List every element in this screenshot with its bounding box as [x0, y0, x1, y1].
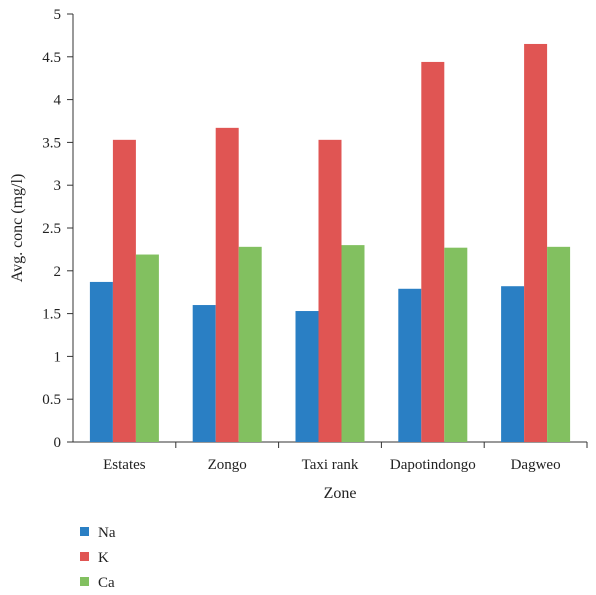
bar-na-dagweo: [501, 286, 525, 442]
y-tick-label: 3: [54, 178, 62, 194]
bar-k-estates: [112, 139, 136, 442]
y-tick-label: 4: [54, 93, 62, 109]
bar-ca-zongo: [238, 246, 262, 442]
legend-label-ca: Ca: [98, 575, 115, 591]
bar-na-zongo: [192, 305, 216, 442]
legend: Na K Ca: [80, 525, 116, 591]
bar-na-estates: [89, 281, 113, 442]
legend-swatch-na: [80, 527, 89, 536]
bar-ca-taxi-rank: [341, 245, 365, 442]
y-tick-label: 3.5: [42, 135, 61, 151]
y-tick-label: 0: [54, 435, 62, 451]
bar-k-dagweo: [524, 43, 548, 443]
bar-ca-dapotindongo: [444, 247, 468, 442]
x-tick-label: Dagweo: [511, 457, 561, 473]
y-tick-label: 1.5: [42, 307, 61, 323]
bar-k-dapotindongo: [421, 61, 445, 442]
bar-k-zongo: [215, 127, 239, 443]
y-tick-label: 0.5: [42, 392, 61, 408]
y-axis-title: Avg. conc (mg/l): [9, 174, 26, 283]
y-tick-label: 1: [54, 349, 62, 365]
y-tick-label: 2.5: [42, 221, 61, 237]
y-tick-label: 2: [54, 264, 62, 280]
y-axis: 0 0.5 1 1.5 2 2.5 3 3.5 4 4.5 5: [42, 7, 74, 451]
bar-ca-dagweo: [547, 246, 571, 442]
bar-k-taxi-rank: [318, 139, 342, 442]
legend-swatch-k: [80, 552, 89, 561]
bar-na-dapotindongo: [398, 288, 422, 442]
legend-label-k: K: [98, 550, 109, 566]
legend-swatch-ca: [80, 577, 89, 586]
y-tick-label: 4.5: [42, 50, 61, 66]
x-tick-label: Dapotindongo: [390, 457, 476, 473]
x-tick-label: Estates: [103, 457, 146, 473]
y-tick-label: 5: [54, 7, 62, 23]
bars: [89, 43, 571, 443]
bar-ca-estates: [135, 254, 159, 442]
x-tick-label: Taxi rank: [302, 457, 359, 473]
x-axis-title: Zone: [324, 485, 357, 502]
x-tick-label: Zongo: [208, 457, 247, 473]
x-axis: Estates Zongo Taxi rank Dapotindongo Dagweo: [73, 441, 588, 473]
legend-label-na: Na: [98, 525, 116, 541]
bar-na-taxi-rank: [295, 311, 319, 442]
